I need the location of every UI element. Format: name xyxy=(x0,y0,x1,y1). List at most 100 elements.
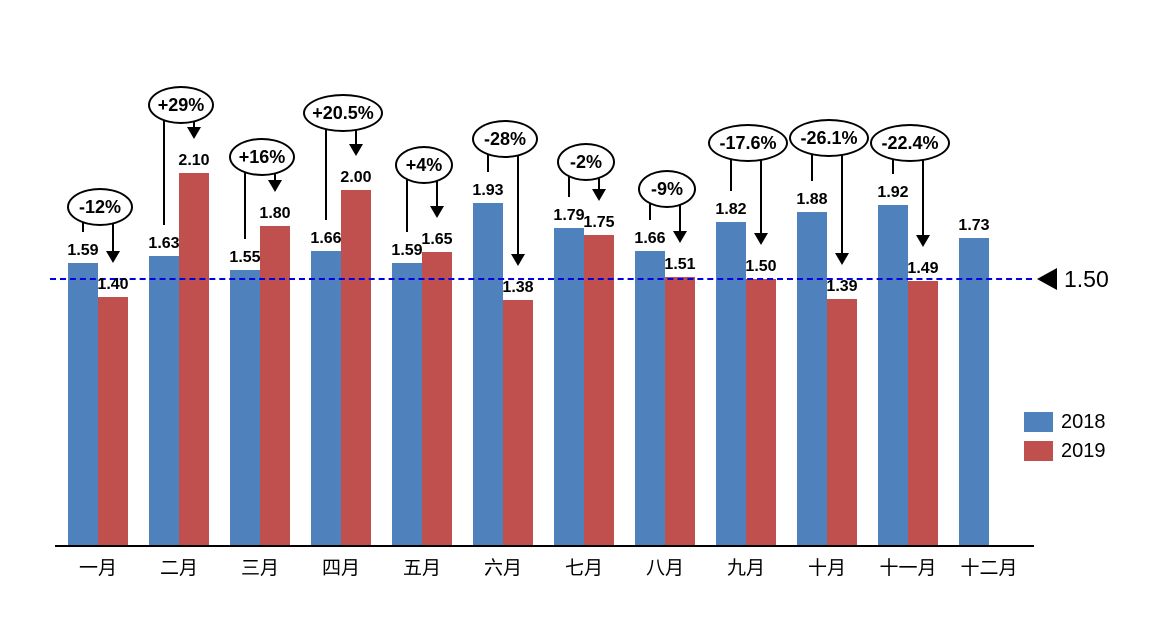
legend-entry-2019: 2019 xyxy=(1024,441,1106,461)
bar-2019 xyxy=(908,280,938,545)
bar-2019 xyxy=(341,190,371,545)
x-tick-label: 三月 xyxy=(240,558,279,579)
reference-line xyxy=(50,278,1032,280)
value-label-2019: 1.75 xyxy=(583,213,615,231)
x-tick-label: 八月 xyxy=(645,558,684,579)
legend: 2018 2019 xyxy=(1024,412,1106,470)
value-label-2018: 1.93 xyxy=(472,181,504,199)
bar-2019 xyxy=(827,298,857,545)
bar-2018 xyxy=(68,263,98,545)
bar-2019 xyxy=(179,172,209,545)
arrow-down-icon xyxy=(430,206,444,219)
value-label-2018: 1.66 xyxy=(310,229,342,247)
annotation-ellipse: +4% xyxy=(395,146,453,184)
value-label-2018: 1.66 xyxy=(634,229,666,247)
bar-2019 xyxy=(98,296,128,545)
x-axis-line xyxy=(55,545,1034,547)
bar-2018 xyxy=(878,204,908,545)
bar-2018 xyxy=(230,270,260,545)
annotation-ellipse: -26.1% xyxy=(789,119,869,157)
bar-2018 xyxy=(473,202,503,545)
bar-2019 xyxy=(422,252,452,545)
reference-line-label: 1.50 xyxy=(1064,266,1109,292)
value-label-2019: 1.51 xyxy=(664,256,696,274)
annotation-ellipse: -28% xyxy=(472,120,538,158)
annotation-ellipse: -2% xyxy=(557,143,615,181)
annotation-ellipse: -22.4% xyxy=(870,124,950,162)
arrow-down-icon xyxy=(835,252,849,265)
legend-entry-2018: 2018 xyxy=(1024,412,1106,432)
x-tick-label: 九月 xyxy=(726,558,765,579)
legend-swatch-2019 xyxy=(1024,441,1053,461)
arrow-down-icon xyxy=(673,231,687,244)
x-tick-label: 七月 xyxy=(564,558,603,579)
left-triangle-icon xyxy=(1037,268,1057,290)
value-label-2019: 1.50 xyxy=(745,258,777,275)
arrow-down-icon xyxy=(268,179,282,192)
arrow-down-icon xyxy=(916,234,930,247)
bar-2019 xyxy=(665,277,695,545)
arrow-down-icon xyxy=(106,250,120,263)
bar-2018 xyxy=(149,255,179,545)
bar-2019 xyxy=(584,234,614,545)
value-label-2018: 1.73 xyxy=(958,217,990,235)
arrow-down-icon xyxy=(592,188,606,201)
value-label-2019: 1.38 xyxy=(502,279,534,297)
x-tick-label: 十二月 xyxy=(960,558,1018,579)
arrow-down-icon xyxy=(349,144,363,157)
value-label-2018: 1.59 xyxy=(67,242,99,260)
arrow-down-icon xyxy=(187,126,201,139)
value-label-2019: 1.40 xyxy=(97,275,129,293)
bar-2019 xyxy=(746,279,776,545)
annotation-ellipse: -17.6% xyxy=(708,124,788,162)
value-label-2019: 1.80 xyxy=(259,204,291,222)
value-label-2018: 1.92 xyxy=(877,183,909,201)
arrow-down-icon xyxy=(754,233,768,245)
annotation-line xyxy=(163,103,165,225)
x-tick-label: 二月 xyxy=(159,558,198,579)
value-label-2019: 2.00 xyxy=(340,169,372,187)
x-tick-label: 六月 xyxy=(483,558,522,579)
annotation-line xyxy=(730,141,732,192)
value-label-2018: 1.79 xyxy=(553,206,585,224)
value-label-2018: 1.59 xyxy=(391,242,423,260)
annotation-ellipse: -9% xyxy=(638,170,696,208)
x-tick-label: 四月 xyxy=(321,558,360,579)
bar-2018 xyxy=(797,211,827,545)
legend-label-2018: 2018 xyxy=(1061,411,1106,433)
bar-2018 xyxy=(392,263,422,545)
bar-2018 xyxy=(635,250,665,545)
annotation-arrow-line xyxy=(922,141,924,235)
annotation-arrow-line xyxy=(436,163,438,207)
bar-2018 xyxy=(554,227,584,545)
x-tick-label: 五月 xyxy=(402,558,441,579)
x-tick-label: 十一月 xyxy=(879,558,937,579)
annotation-arrow-line xyxy=(679,187,681,232)
annotation-line xyxy=(568,160,570,197)
bar-2018 xyxy=(959,238,989,545)
arrow-down-icon xyxy=(511,254,525,267)
annotation-ellipse: +29% xyxy=(148,86,214,124)
bar-2018 xyxy=(716,222,746,545)
value-label-2018: 1.55 xyxy=(229,249,261,267)
value-label-2019: 1.39 xyxy=(826,277,858,295)
annotation-line xyxy=(325,111,327,220)
value-label-2019: 1.65 xyxy=(421,231,453,249)
annotation-line xyxy=(244,155,246,240)
legend-label-2019: 2019 xyxy=(1061,440,1106,462)
value-label-2018: 1.82 xyxy=(715,201,747,219)
annotation-arrow-line xyxy=(760,141,762,233)
bar-2018 xyxy=(311,250,341,545)
legend-swatch-2018 xyxy=(1024,412,1053,432)
annotation-line xyxy=(811,136,813,181)
annotation-ellipse: +16% xyxy=(229,138,295,176)
x-tick-label: 十月 xyxy=(807,558,846,579)
value-label-2019: 2.10 xyxy=(178,151,210,169)
value-label-2018: 1.88 xyxy=(796,190,828,208)
annotation-arrow-line xyxy=(112,205,114,251)
annotation-arrow-line xyxy=(517,137,519,255)
x-tick-label: 一月 xyxy=(78,558,117,579)
bar-2019 xyxy=(503,300,533,545)
annotation-ellipse: -12% xyxy=(67,188,133,226)
